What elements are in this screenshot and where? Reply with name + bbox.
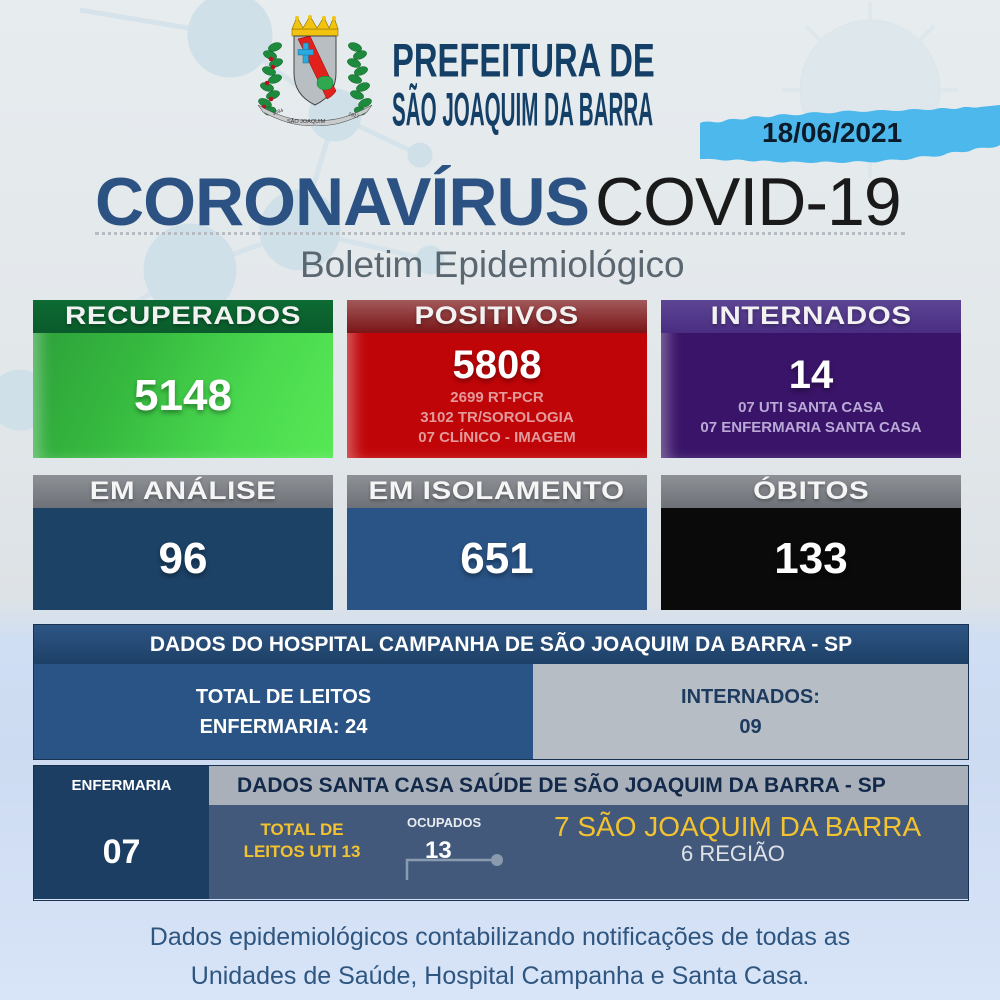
svg-text:SÃO JOAQUIM: SÃO JOAQUIM xyxy=(287,118,326,125)
